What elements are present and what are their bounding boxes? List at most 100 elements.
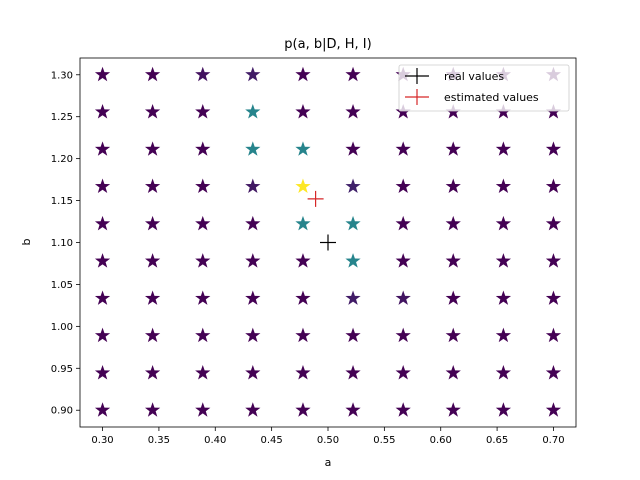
scatter-point <box>445 290 461 305</box>
scatter-point <box>195 178 211 194</box>
scatter-point <box>94 253 111 268</box>
scatter-point <box>345 104 361 119</box>
scatter-point <box>295 66 311 82</box>
estimated-value-marker <box>307 190 324 207</box>
scatter-point <box>395 253 411 268</box>
scatter-point <box>395 215 411 231</box>
x-tick-label: 0.65 <box>486 435 508 446</box>
scatter-point <box>144 215 161 231</box>
x-tick-label: 0.35 <box>148 435 170 446</box>
scatter-point <box>345 215 361 231</box>
scatter-point <box>345 253 361 268</box>
scatter-point <box>195 402 211 417</box>
scatter-point <box>445 327 461 343</box>
scatter-point <box>295 215 311 231</box>
scatter-point <box>195 253 211 268</box>
scatter-point <box>195 327 211 343</box>
x-axis-ticks: 0.30 0.35 0.40 0.45 0.50 0.55 0.60 0.65 0.70 <box>91 427 565 446</box>
x-tick-label: 0.30 <box>91 435 113 446</box>
y-tick-label: 0.95 <box>51 364 73 375</box>
scatter-point <box>445 253 461 268</box>
scatter-point <box>395 364 411 380</box>
scatter-point <box>495 253 512 268</box>
x-tick-label: 0.55 <box>373 435 395 446</box>
scatter-point <box>245 104 261 119</box>
scatter-point <box>144 290 161 305</box>
scatter-point <box>395 141 411 156</box>
scatter-point <box>94 66 111 82</box>
y-tick-label: 1.20 <box>51 154 73 165</box>
y-tick-label: 1.30 <box>51 70 73 81</box>
scatter-point <box>495 290 512 305</box>
scatter-point <box>245 364 261 380</box>
scatter-point <box>395 327 411 343</box>
legend-entry: estimated values <box>405 89 539 105</box>
scatter-point <box>295 327 311 343</box>
scatter-point <box>495 364 512 380</box>
scatter-point <box>195 364 211 380</box>
scatter-point <box>245 141 261 156</box>
scatter-point <box>295 364 311 380</box>
scatter-point <box>295 178 311 194</box>
scatter-point <box>395 290 411 305</box>
scatter-point <box>345 178 361 194</box>
x-tick-label: 0.60 <box>430 435 452 446</box>
scatter-point <box>295 290 311 305</box>
x-tick-label: 0.40 <box>204 435 226 446</box>
scatter-point <box>144 402 161 417</box>
scatter-point <box>94 364 111 380</box>
legend: real values estimated values <box>398 64 570 112</box>
scatter-point <box>195 215 211 231</box>
scatter-point <box>495 141 512 156</box>
scatter-point <box>245 253 261 268</box>
scatter-point <box>245 178 261 194</box>
scatter-point <box>495 215 512 231</box>
scatter-point <box>144 141 161 156</box>
scatter-point <box>495 327 512 343</box>
x-tick-label: 0.50 <box>317 435 339 446</box>
scatter-point <box>245 402 261 417</box>
scatter-point <box>445 178 461 194</box>
y-axis-label: b <box>20 238 33 245</box>
x-axis-label: a <box>325 456 332 469</box>
scatter-point <box>245 327 261 343</box>
y-tick-label: 0.90 <box>51 406 73 417</box>
scatter-point <box>395 402 411 417</box>
scatter-point <box>345 66 361 82</box>
y-tick-label: 1.05 <box>51 280 73 291</box>
scatter-point <box>395 178 411 194</box>
scatter-point <box>144 253 161 268</box>
chart-title: p(a, b|D, H, I) <box>284 37 371 52</box>
y-tick-label: 1.25 <box>51 112 73 123</box>
real-value-marker <box>320 234 336 251</box>
scatter-point <box>94 104 111 119</box>
scatter-points <box>94 66 562 417</box>
scatter-point <box>445 141 461 156</box>
scatter-point <box>545 178 562 194</box>
y-tick-label: 1.15 <box>51 196 73 207</box>
legend-entry: real values <box>405 68 504 84</box>
scatter-point <box>495 402 512 417</box>
scatter-point <box>445 364 461 380</box>
scatter-point <box>94 215 111 231</box>
scatter-point <box>195 104 211 119</box>
x-tick-label: 0.70 <box>542 435 564 446</box>
scatter-point <box>345 290 361 305</box>
scatter-point <box>144 66 161 82</box>
scatter-point <box>94 327 111 343</box>
scatter-point <box>345 402 361 417</box>
scatter-point <box>94 178 111 194</box>
scatter-point <box>545 364 562 380</box>
scatter-point <box>445 215 461 231</box>
scatter-point <box>94 141 111 156</box>
scatter-point <box>245 290 261 305</box>
scatter-point <box>545 327 562 343</box>
scatter-point <box>545 253 562 268</box>
legend-box <box>398 64 570 112</box>
scatter-point <box>144 178 161 194</box>
y-tick-label: 1.10 <box>51 238 73 249</box>
scatter-point <box>295 402 311 417</box>
scatter-point <box>144 327 161 343</box>
value-markers <box>307 190 336 251</box>
scatter-point <box>545 402 562 417</box>
